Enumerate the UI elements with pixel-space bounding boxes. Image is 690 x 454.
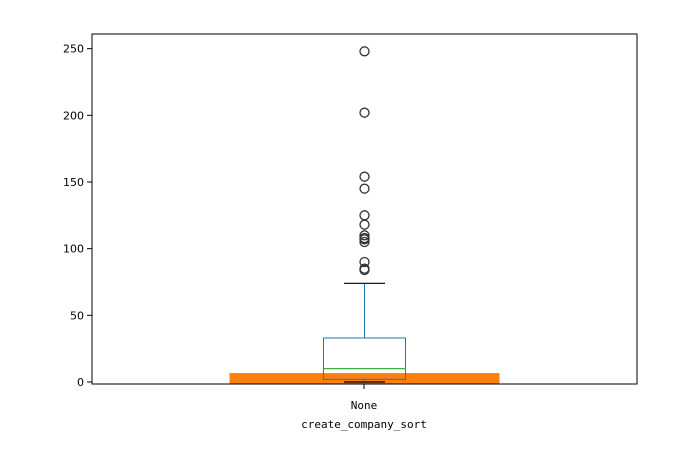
bar-series [229,373,500,384]
outlier-point [359,219,370,230]
y-tick-label: 200 [63,109,84,122]
y-tick-label: 250 [63,43,84,56]
outlier-point [359,236,370,248]
outlier-point [359,46,370,57]
x-axis-label: create_company_sort [301,418,427,431]
outlier-point [359,210,370,221]
y-tick-label: 50 [70,309,84,322]
outlier-point [359,232,370,244]
outlier-point [359,107,370,118]
y-tick-label: 0 [77,376,84,389]
x-axis: None create_company_sort [301,384,427,431]
x-tick-label: None [351,399,378,412]
box-plot [323,46,406,383]
bar [229,373,500,384]
outlier-point [359,171,370,182]
outlier-point [359,256,370,268]
y-tick-label: 150 [63,176,84,189]
outlier-point [359,183,370,194]
outlier-point [359,263,370,274]
y-tick-label: 100 [63,243,84,256]
y-axis: 0 50 100 150 200 250 [63,43,92,389]
outlier-point [359,230,370,241]
